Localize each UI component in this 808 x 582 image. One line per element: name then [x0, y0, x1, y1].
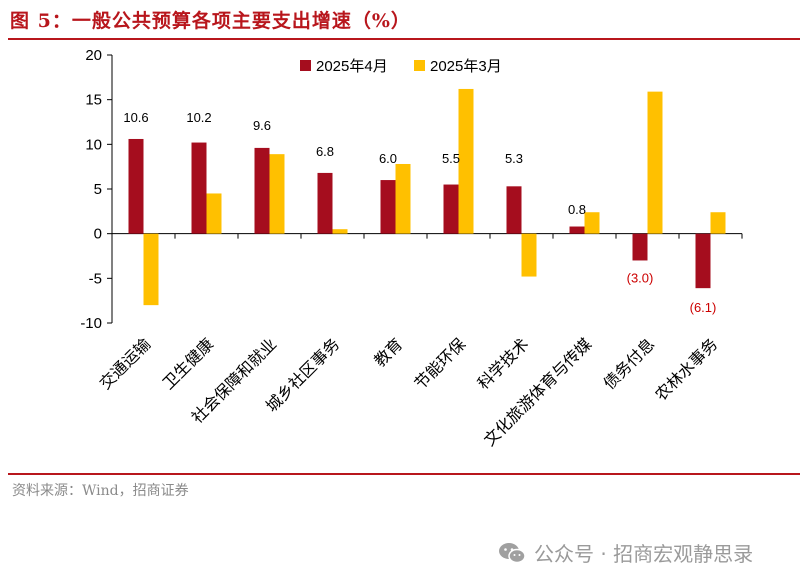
- legend-label-apr: 2025年4月: [316, 58, 388, 75]
- y-tick-label: 5: [94, 181, 102, 198]
- category-label: 交通运输: [96, 334, 155, 393]
- data-label: 10.2: [186, 110, 211, 125]
- data-label: 0.8: [568, 202, 586, 217]
- y-tick-label: -5: [89, 270, 102, 287]
- y-tick-label: 20: [85, 47, 102, 64]
- data-label: (3.0): [627, 270, 654, 285]
- legend-swatch-mar: [414, 60, 425, 71]
- bar-apr: [443, 184, 459, 234]
- chart-axes: -10 -5 0 5 10 15 20: [80, 47, 743, 332]
- category-label: 节能环保: [411, 334, 470, 393]
- bar-apr: [569, 226, 585, 234]
- y-tick-label: 0: [94, 226, 102, 243]
- legend-label-mar: 2025年3月: [430, 58, 502, 75]
- category-label: 教育: [370, 334, 406, 370]
- source-note: 资料来源：Wind，招商证券: [12, 483, 189, 499]
- bar-mar: [521, 233, 537, 277]
- data-label: 6.8: [316, 144, 334, 159]
- chart-legend: 2025年4月 2025年3月: [300, 58, 502, 75]
- data-label: 10.6: [123, 110, 148, 125]
- bar-mar: [584, 212, 600, 234]
- bar-mar: [458, 88, 474, 234]
- legend-swatch-apr: [300, 60, 311, 71]
- bar-apr: [695, 233, 711, 289]
- bar-mar: [332, 229, 348, 234]
- chart-bars: [128, 88, 726, 306]
- data-label: 9.6: [253, 118, 271, 133]
- bar-mar: [647, 91, 663, 234]
- chart-title: 图 5：一般公共预算各项主要支出增速（%）: [10, 10, 411, 32]
- data-label: 5.3: [505, 151, 523, 166]
- bar-apr: [317, 172, 333, 234]
- y-tick-label: 15: [85, 92, 102, 109]
- y-tick-label: -10: [80, 315, 102, 332]
- bar-apr: [506, 186, 522, 234]
- bar-mar: [143, 233, 159, 306]
- bar-apr: [128, 138, 144, 234]
- bar-apr: [191, 142, 207, 234]
- category-label: 文化旅游体育与传媒: [480, 334, 595, 449]
- data-label: (6.1): [690, 300, 717, 315]
- bar-apr: [632, 233, 648, 261]
- y-tick-label: 10: [85, 136, 102, 153]
- footer-divider: [8, 473, 800, 475]
- bar-apr: [254, 147, 270, 234]
- bar-apr: [380, 180, 396, 234]
- category-label: 科学技术: [474, 334, 533, 393]
- data-label: 6.0: [379, 151, 397, 166]
- watermark-text: 公众号 · 招商宏观静思录: [534, 542, 754, 566]
- chart-data-labels: 10.6 10.2 9.6 6.8 6.0 5.5 5.3 0.8 (3.0) (6.1): [123, 110, 716, 315]
- data-label: 5.5: [442, 151, 460, 166]
- bar-mar: [269, 154, 285, 234]
- watermark: 公众号 · 招商宏观静思录: [498, 538, 753, 567]
- title-divider: [8, 38, 800, 40]
- bar-mar: [395, 163, 411, 234]
- wechat-icon: [499, 542, 526, 563]
- category-label: 农林水事务: [651, 334, 721, 404]
- bar-mar: [206, 193, 222, 234]
- bar-chart: -10 -5 0 5 10 15 20 10.6 10.2 9.6 6.8 6.0 5.5 5.3 0.8…: [80, 47, 743, 450]
- category-label: 债务付息: [600, 334, 659, 393]
- bar-mar: [710, 212, 726, 234]
- category-label: 卫生健康: [159, 334, 218, 393]
